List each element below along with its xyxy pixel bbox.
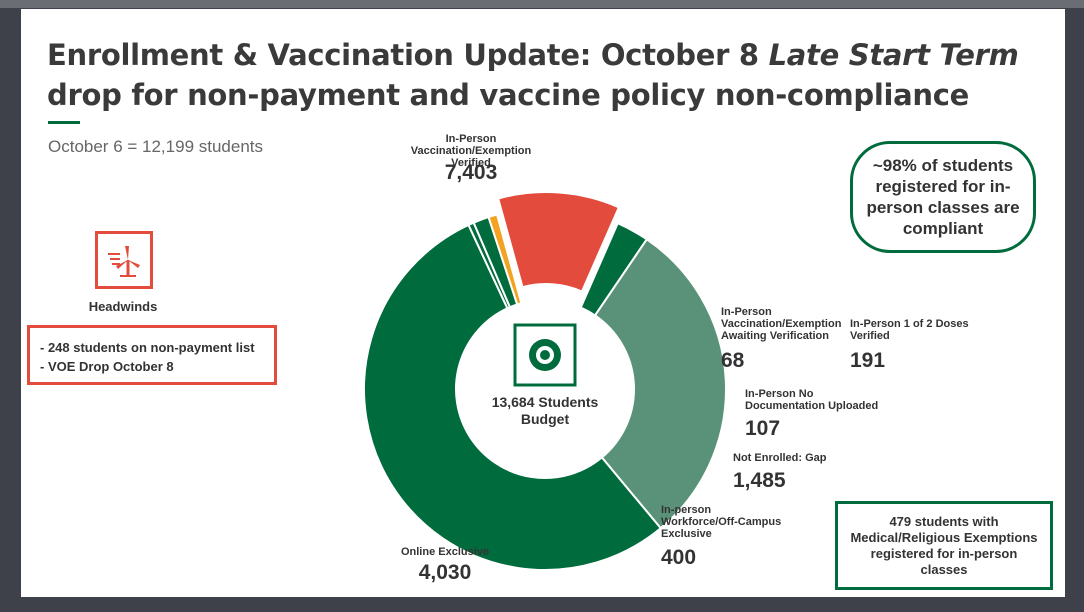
slice-label: In-Person [721,306,772,318]
compliance-callout: ~98% of students registered for in-perso… [850,141,1036,253]
donut-slice [593,237,727,530]
slice-value: 107 [745,417,780,440]
subtitle: October 6 = 12,199 students [48,137,264,156]
slice-label: Verified [850,330,890,342]
slice-label: In-person [661,504,711,516]
window-frame [0,0,1084,8]
slice-value: 1,485 [733,469,786,492]
slice-label: In-Person No [745,388,814,400]
title-underline [48,121,80,124]
slice-value: 191 [850,349,885,372]
center-label: 13,684 Students [492,394,599,410]
title-line2: drop for non-payment and vaccine policy … [47,78,969,112]
slice-label: Awaiting Verification [721,330,829,342]
slice-value: 7,403 [445,161,498,184]
page-title: Enrollment & Vaccination Update: October… [47,35,1047,115]
title-line1: Enrollment & Vaccination Update: October… [47,38,769,72]
slice-label: Verified [451,157,491,169]
target-icon [513,323,577,387]
slide: Enrollment & Vaccination Update: October… [21,9,1065,597]
slice-label: Vaccination/Exemption [721,318,842,330]
headwinds-item: - VOE Drop October 8 [40,359,174,374]
center-label: Budget [521,411,570,427]
slice-label: In-Person 1 of 2 Doses [850,318,969,330]
slice-label: In-Person [446,133,497,145]
donut-chart: 13,684 StudentsBudgetIn-PersonVaccinatio… [363,133,969,584]
exemption-callout: 479 students with Medical/Religious Exem… [835,501,1053,590]
slice-value: 400 [661,546,696,569]
slice-value: 68 [721,349,745,372]
headwinds-box: - 248 students on non-payment list - VOE… [27,325,277,385]
wind-turbine-icon [95,231,153,289]
slice-label: Not Enrolled: Gap [733,452,827,464]
title-line1-italic: Late Start Term [768,38,1019,72]
headwinds-item: - 248 students on non-payment list [40,340,255,355]
slice-value: 4,030 [419,561,472,584]
slice-label: Online Exclusive [401,546,489,558]
donut-slice [363,223,663,571]
headwinds-label: Headwinds [88,299,158,314]
slice-label: Documentation Uploaded [745,400,878,412]
donut-slice [487,213,523,306]
slice-label: Workforce/Off-Campus [661,516,781,528]
slice-label: Exclusive [661,528,712,540]
slice-label: Vaccination/Exemption [411,145,532,157]
donut-slice [496,191,621,293]
